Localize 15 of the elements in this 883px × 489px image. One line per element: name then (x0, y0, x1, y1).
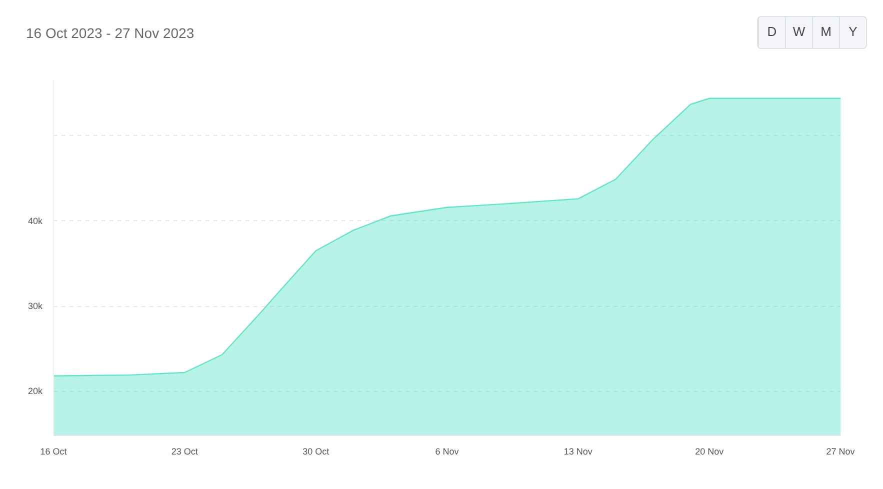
y-tick-label: 20k (28, 386, 43, 396)
text: M (812, 17, 839, 48)
y-tick-label: 40k (28, 216, 43, 226)
text: W (785, 17, 812, 48)
x-tick-label: 6 Nov (435, 446, 460, 456)
x-tick-label: 30 Oct (302, 446, 330, 456)
x-tick-label: 23 Oct (171, 446, 198, 456)
text: D (758, 17, 785, 48)
chart-title: 16 Oct 2023 - 27 Nov 2023 (26, 24, 194, 43)
x-tick-label: 13 Nov (564, 446, 593, 456)
y-tick-label: 30k (28, 301, 43, 312)
text: Y (839, 17, 866, 48)
x-tick-label: 16 Oct (40, 446, 68, 456)
x-tick-label: 27 Nov (826, 446, 856, 456)
x-tick-label: 20 Nov (695, 446, 724, 456)
